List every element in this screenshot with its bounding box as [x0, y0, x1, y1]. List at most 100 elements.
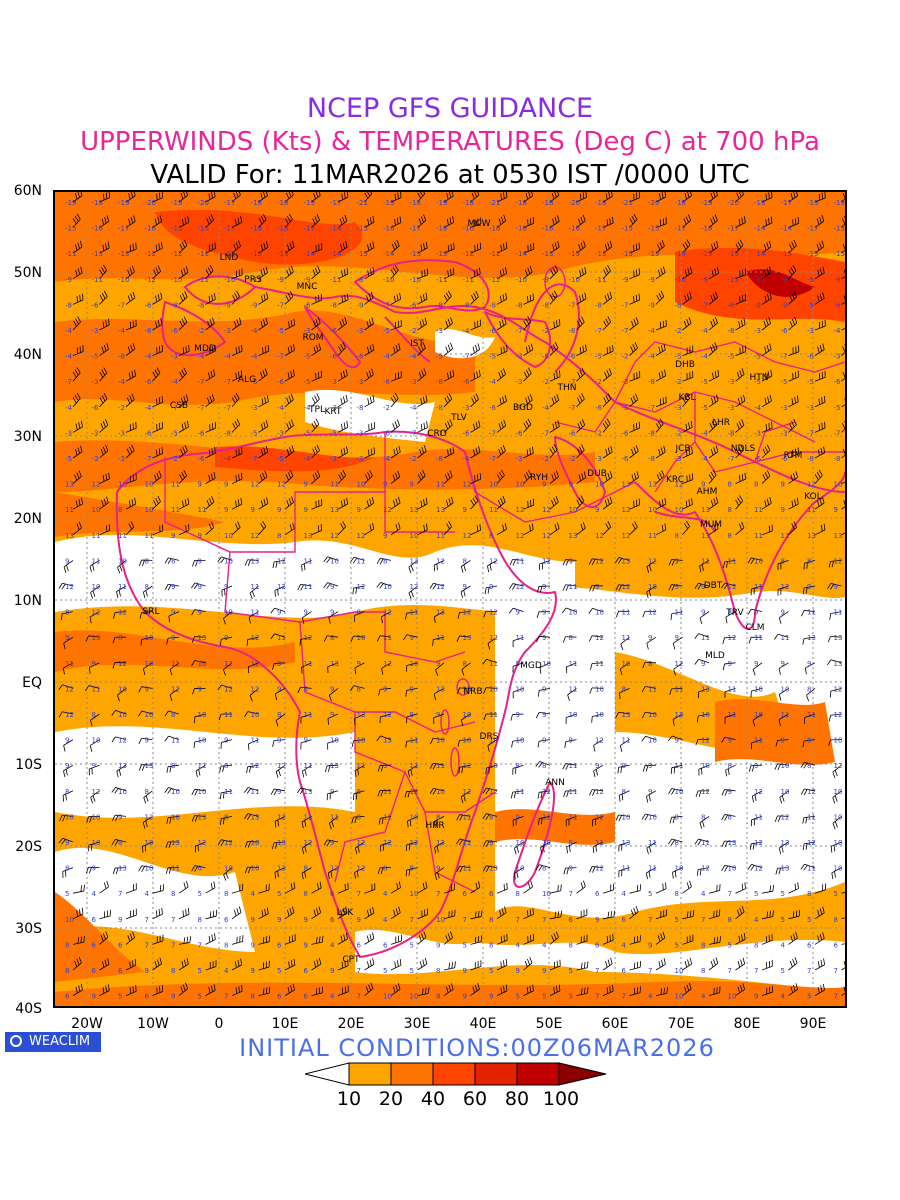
- temperature-value: -3: [330, 378, 337, 386]
- wind-barb: [99, 290, 108, 305]
- wind-barb: [508, 607, 524, 614]
- temperature-value: 11: [834, 609, 843, 617]
- lat-label-30n: 30N: [13, 429, 42, 445]
- temperature-value: 9: [754, 762, 758, 770]
- temperature-value: 10: [489, 685, 498, 693]
- temperature-value: -3: [463, 404, 470, 412]
- wind-barb: [588, 608, 604, 614]
- wind-barb: [655, 497, 667, 510]
- wind-barb: [408, 585, 418, 599]
- wind-barb: [231, 290, 240, 305]
- wind-barb: [655, 369, 667, 382]
- wind-barb: [63, 636, 74, 650]
- temperature-value: 10: [118, 685, 127, 693]
- temperature-value: 11: [701, 839, 710, 847]
- wind-barb: [417, 268, 429, 280]
- temperature-value: 13: [569, 532, 578, 540]
- temperature-value: 9: [304, 609, 308, 617]
- station-dbt: DBT: [703, 581, 723, 591]
- wind-barb: [125, 444, 135, 459]
- temperature-value: 9: [92, 865, 96, 873]
- map-canvas: -19 -18 -19 -20 -19 -20 -17 -18 -18 -19 -17 -21 -19-…: [55, 192, 845, 1006]
- wind-barb: [258, 192, 268, 203]
- wind-barb: [696, 713, 710, 723]
- temperature-value: 5: [198, 890, 202, 898]
- wind-barb: [841, 478, 845, 484]
- wind-barb: [125, 215, 136, 228]
- temperature-value: 9: [65, 634, 69, 642]
- temperature-value: 12: [489, 609, 498, 617]
- temperature-value: -2: [171, 455, 178, 463]
- temperature-value: 13: [145, 762, 154, 770]
- temperature-value: 8: [542, 865, 546, 873]
- wind-barb: [549, 522, 560, 536]
- station-ryh: RYH: [530, 473, 548, 483]
- station-kol: KOL: [804, 492, 822, 502]
- temperature-value: -8: [728, 327, 735, 335]
- temperature-value: 7: [171, 916, 175, 924]
- temperature-value: 5: [198, 993, 202, 1001]
- temperature-value: -9: [542, 276, 549, 284]
- temperature-value: 8: [118, 634, 122, 642]
- temperature-value: 10: [92, 737, 101, 745]
- temperature-value: 10: [65, 813, 74, 821]
- temperature-value: 5: [675, 941, 679, 949]
- temperature-value: 7: [542, 916, 546, 924]
- wind-barb: [496, 242, 508, 254]
- wind-barb: [376, 582, 392, 589]
- temperature-value: 12: [277, 813, 286, 821]
- temperature-value: -5: [330, 429, 337, 437]
- wind-barb: [111, 736, 127, 743]
- temperature-value: 9: [198, 609, 202, 617]
- temperature-value: 12: [357, 839, 366, 847]
- wind-barb: [364, 470, 373, 484]
- temperature-value: 11: [304, 762, 313, 770]
- wind-barb: [353, 611, 365, 622]
- lat-label-40n: 40N: [13, 347, 42, 363]
- wind-barb: [589, 687, 604, 694]
- temperature-value: 9: [198, 532, 202, 540]
- temperature-value: 8: [569, 839, 573, 847]
- temperature-value: 11: [648, 865, 657, 873]
- temperature-value: -8: [807, 455, 814, 463]
- wind-barb: [523, 265, 533, 280]
- wind-barb: [788, 316, 798, 331]
- wind-barb: [512, 662, 524, 673]
- wind-barb: [549, 192, 560, 203]
- temperature-value: 9: [383, 481, 387, 489]
- wind-barb: [629, 317, 639, 331]
- temperature-value: -21: [357, 199, 368, 207]
- wind-barb: [788, 447, 800, 459]
- temperature-value: 9: [569, 865, 573, 873]
- temperature-value: 13: [330, 506, 339, 514]
- temperature-value: -3: [357, 327, 364, 335]
- wind-barb: [804, 662, 816, 675]
- temperature-value: 9: [224, 737, 228, 745]
- temperature-value: -3: [410, 378, 417, 386]
- wind-barb: [112, 636, 127, 644]
- lon-label-0: 0: [214, 1016, 224, 1032]
- temperature-value: 10: [781, 788, 790, 796]
- temperature-value: 6: [118, 941, 123, 949]
- station-alg: ALG: [237, 375, 257, 385]
- temperature-value: 4: [92, 890, 97, 898]
- temperature-value: -3: [277, 429, 284, 437]
- wind-barb: [323, 582, 339, 589]
- wind-barb: [496, 292, 508, 305]
- temperature-value: -16: [92, 225, 104, 233]
- temperature-value: -3: [118, 429, 125, 437]
- temperature-value: -3: [781, 429, 788, 437]
- temperature-value: 6: [622, 967, 627, 975]
- temperature-value: -3: [516, 455, 523, 463]
- temperature-value: 9: [754, 609, 758, 617]
- temperature-value: 12: [781, 813, 790, 821]
- wind-barb: [788, 265, 797, 280]
- temperature-value: 8: [357, 685, 361, 693]
- temperature-value: 8: [807, 557, 811, 565]
- temperature-value: 12: [251, 762, 260, 770]
- temperature-value: 9: [675, 737, 679, 745]
- wind-barb: [138, 737, 153, 745]
- temperature-value: 10: [118, 788, 127, 796]
- wind-barb: [619, 688, 630, 700]
- wind-barb: [602, 393, 612, 408]
